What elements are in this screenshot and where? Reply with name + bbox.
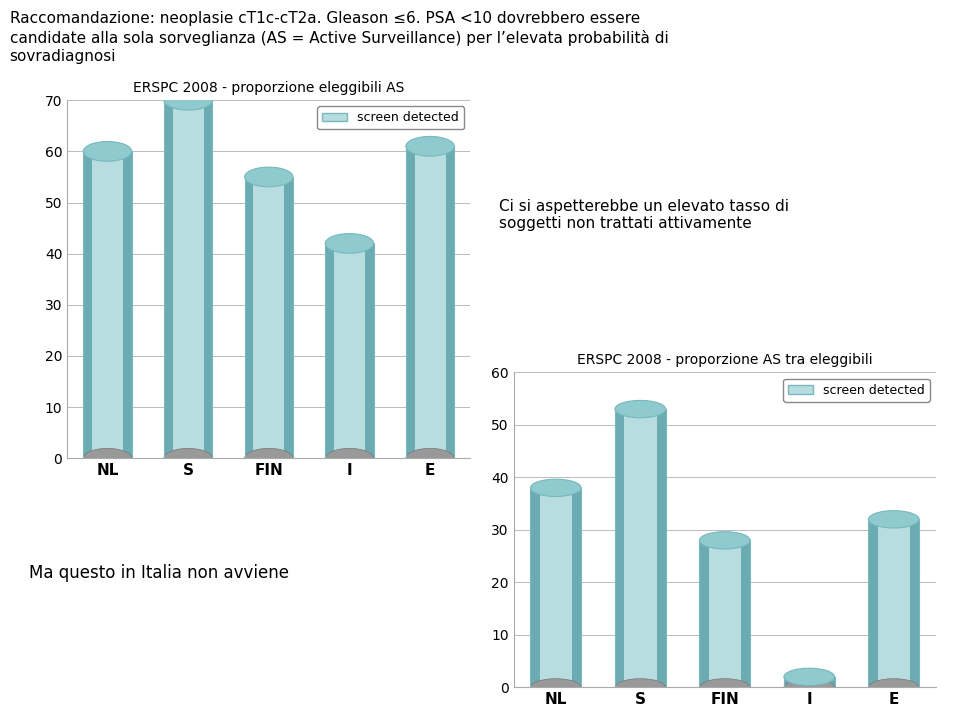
Bar [84, 151, 132, 458]
Text: sovradiagnosi: sovradiagnosi [10, 49, 116, 64]
Legend: screen detected: screen detected [318, 107, 464, 130]
Bar [572, 488, 581, 687]
Bar [67, 458, 470, 468]
Bar [708, 541, 741, 687]
Bar [406, 146, 454, 458]
FancyBboxPatch shape [700, 541, 708, 687]
Bar [334, 243, 365, 458]
Legend: screen detected: screen detected [783, 379, 929, 402]
Bar [793, 677, 826, 687]
Bar [531, 488, 581, 687]
Bar [700, 541, 750, 687]
Ellipse shape [406, 137, 454, 156]
Ellipse shape [245, 448, 293, 468]
Ellipse shape [164, 448, 212, 468]
Bar [877, 519, 910, 687]
FancyBboxPatch shape [245, 177, 253, 458]
Bar [253, 177, 284, 458]
Bar [657, 409, 665, 687]
Bar [540, 488, 572, 687]
Bar [173, 100, 204, 458]
FancyBboxPatch shape [325, 243, 334, 458]
Bar [284, 177, 293, 458]
Bar [164, 100, 212, 458]
Ellipse shape [84, 448, 132, 468]
Ellipse shape [615, 400, 665, 417]
Bar [415, 146, 445, 458]
Bar [624, 409, 657, 687]
FancyBboxPatch shape [531, 488, 540, 687]
FancyBboxPatch shape [615, 409, 624, 687]
Ellipse shape [84, 142, 132, 161]
Title: ERSPC 2008 - proporzione AS tra eleggibili: ERSPC 2008 - proporzione AS tra eleggibi… [577, 353, 873, 367]
Bar [123, 151, 132, 458]
Ellipse shape [784, 668, 834, 685]
FancyBboxPatch shape [84, 151, 92, 458]
Bar [741, 541, 750, 687]
Ellipse shape [869, 679, 919, 696]
Bar [784, 677, 834, 687]
Bar [910, 519, 919, 687]
Ellipse shape [325, 233, 373, 253]
Bar [445, 146, 454, 458]
Bar [826, 677, 834, 687]
Bar [92, 151, 123, 458]
FancyBboxPatch shape [164, 100, 173, 458]
Bar [325, 243, 373, 458]
FancyBboxPatch shape [869, 519, 877, 687]
Ellipse shape [784, 679, 834, 696]
Bar [365, 243, 373, 458]
Ellipse shape [531, 479, 581, 496]
Text: Ci si aspetterebbe un elevato tasso di
soggetti non trattati attivamente: Ci si aspetterebbe un elevato tasso di s… [499, 198, 789, 231]
Bar [869, 519, 919, 687]
Ellipse shape [164, 90, 212, 110]
Bar [204, 100, 212, 458]
Ellipse shape [325, 448, 373, 468]
FancyBboxPatch shape [406, 146, 415, 458]
Ellipse shape [615, 679, 665, 696]
Ellipse shape [245, 167, 293, 187]
Text: Raccomandazione: neoplasie cT1c-cT2a. Gleason ≤6. PSA <10 dovrebbero essere: Raccomandazione: neoplasie cT1c-cT2a. Gl… [10, 11, 640, 26]
Text: Ma questo in Italia non avviene: Ma questo in Italia non avviene [29, 563, 289, 582]
Bar [514, 687, 936, 696]
Text: candidate alla sola sorveglianza (AS = Active Surveillance) per l’elevata probab: candidate alla sola sorveglianza (AS = A… [10, 30, 668, 46]
Bar [615, 409, 665, 687]
FancyBboxPatch shape [784, 677, 793, 687]
Ellipse shape [406, 448, 454, 468]
Ellipse shape [869, 511, 919, 528]
Bar [245, 177, 293, 458]
Ellipse shape [531, 679, 581, 696]
Ellipse shape [700, 532, 750, 549]
Ellipse shape [700, 679, 750, 696]
Title: ERSPC 2008 - proporzione eleggibili AS: ERSPC 2008 - proporzione eleggibili AS [133, 81, 404, 95]
